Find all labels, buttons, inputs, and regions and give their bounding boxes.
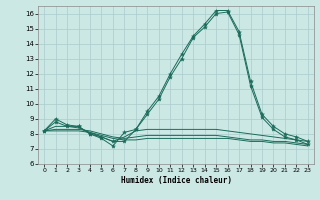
X-axis label: Humidex (Indice chaleur): Humidex (Indice chaleur) <box>121 176 231 185</box>
